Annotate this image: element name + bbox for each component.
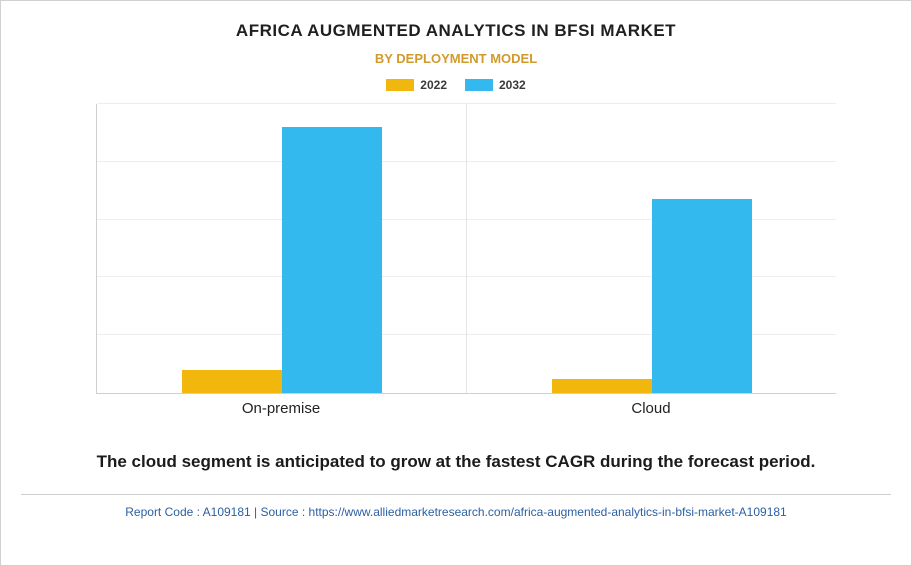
report-footer: Report Code : A109181 | Source : https:/…	[21, 494, 891, 519]
legend-label: 2032	[499, 78, 526, 92]
source-label: Source :	[260, 505, 305, 519]
legend-label: 2022	[420, 78, 447, 92]
legend-swatch	[465, 79, 493, 91]
bar-group	[467, 104, 836, 393]
bar	[652, 199, 752, 393]
report-code-value: A109181	[203, 505, 251, 519]
legend-item: 2022	[386, 78, 447, 92]
bar-groups	[97, 104, 836, 393]
bar	[282, 127, 382, 393]
bar-group	[97, 104, 467, 393]
chart-subtitle: BY DEPLOYMENT MODEL	[375, 51, 537, 66]
legend: 2022 2032	[386, 78, 525, 92]
x-axis: On-premiseCloud	[96, 394, 836, 424]
legend-item: 2032	[465, 78, 526, 92]
bar	[182, 370, 282, 393]
plot-area	[96, 104, 836, 394]
bar-chart: On-premiseCloud	[76, 104, 836, 424]
x-axis-label: On-premise	[96, 394, 466, 424]
chart-caption: The cloud segment is anticipated to grow…	[97, 452, 816, 472]
source-url: https://www.alliedmarketresearch.com/afr…	[309, 505, 787, 519]
legend-swatch	[386, 79, 414, 91]
x-axis-label: Cloud	[466, 394, 836, 424]
chart-title: AFRICA AUGMENTED ANALYTICS IN BFSI MARKE…	[236, 21, 676, 41]
bar	[552, 379, 652, 393]
report-code-label: Report Code :	[125, 505, 200, 519]
